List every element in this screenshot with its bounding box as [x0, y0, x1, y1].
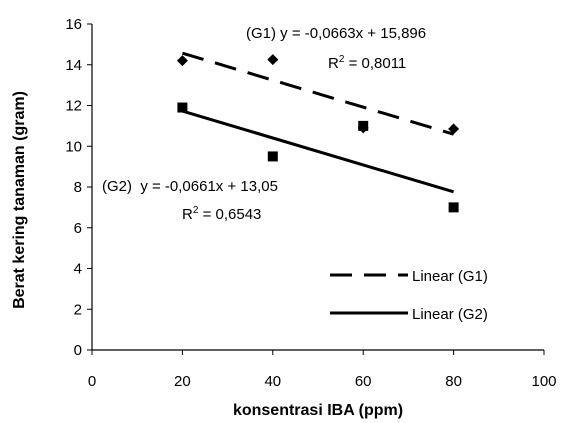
x-tick-label: 60 [355, 373, 372, 390]
data-point-g1 [448, 123, 460, 135]
x-tick-label: 40 [264, 373, 281, 390]
y-tick-label: 2 [74, 301, 82, 318]
trendline-g1 [181, 51, 455, 136]
y-tick-label: 16 [65, 16, 82, 33]
y-axis-title: Berat kering tanaman (gram) [11, 91, 28, 309]
x-axis-title: konsentrasi IBA (ppm) [233, 402, 403, 419]
x-tick-label: 80 [445, 373, 462, 390]
y-tick-label: 12 [65, 98, 82, 115]
y-tick-label: 14 [65, 57, 82, 74]
r-squared-g1: R2 = 0,8011 [328, 54, 406, 72]
legend-label-g1: Linear (G1) [412, 268, 488, 285]
y-tick-label: 6 [74, 220, 82, 237]
trendline-g2 [181, 109, 455, 194]
legend-label-g2: Linear (G2) [412, 306, 488, 323]
data-point-g2 [358, 120, 369, 131]
annotation-g1: (G1) y = -0,0663x + 15,896 R2 = 0,8011 [246, 25, 426, 72]
data-point-g2 [448, 202, 459, 213]
y-tick-label: 4 [74, 261, 82, 278]
x-tick-label: 20 [174, 373, 191, 390]
x-tick-label: 0 [88, 373, 96, 390]
annotation-g2: (G2) y = -0,0661x + 13,05 R2 = 0,6543 [102, 178, 278, 223]
equation-g1: (G1) y = -0,0663x + 15,896 [246, 25, 426, 42]
y-tick-label: 10 [65, 138, 82, 155]
legend-item-g2: Linear (G2) [330, 306, 488, 323]
r-squared-g2: R2 = 0,6543 [182, 205, 261, 223]
trendlines [181, 51, 455, 194]
data-point-g1 [267, 54, 279, 66]
x-tick-label: 100 [531, 373, 556, 390]
data-point-g1 [176, 55, 188, 67]
equation-g2: (G2) y = -0,0661x + 13,05 [102, 178, 278, 195]
data-markers [176, 54, 460, 213]
axes: 0 2 4 6 8 10 12 14 16 0 20 40 60 80 100 [65, 16, 556, 390]
y-tick-label: 8 [74, 179, 82, 196]
y-tick-label: 0 [74, 342, 82, 359]
legend: Linear (G1) Linear (G2) [330, 268, 488, 323]
data-point-g2 [267, 151, 278, 162]
data-point-g2 [177, 102, 188, 113]
legend-item-g1: Linear (G1) [330, 268, 488, 285]
